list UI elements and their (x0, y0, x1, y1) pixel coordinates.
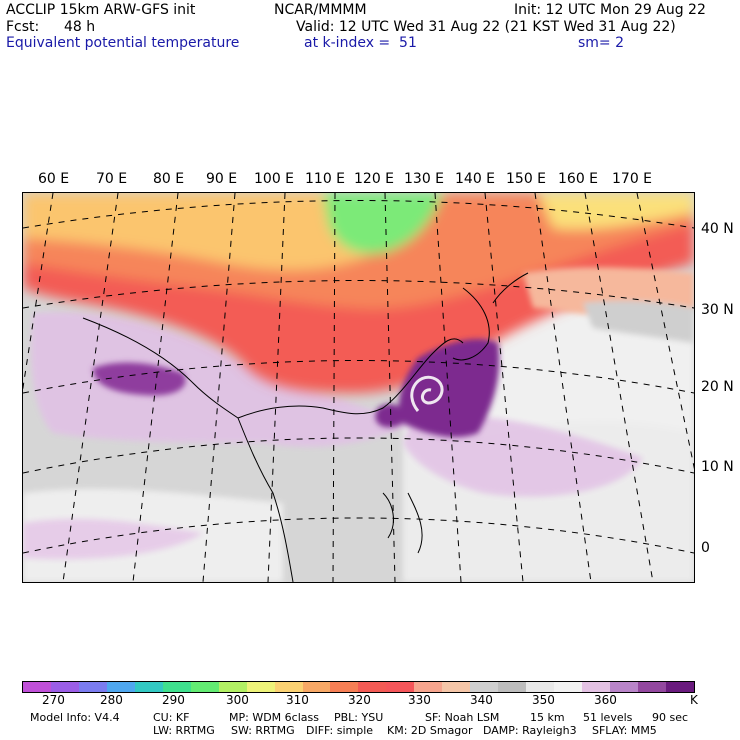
color-swatch (414, 682, 443, 692)
color-swatch (554, 682, 583, 692)
color-swatch (246, 682, 275, 692)
organization-label: NCAR/MMMM (274, 2, 367, 18)
scale-tick-label: 320 (348, 693, 371, 707)
lat-label: 20 N (701, 379, 734, 395)
model-info-cumulus: CU: KF (153, 711, 190, 724)
taiwan-core-region (375, 403, 404, 428)
model-info-levels: 51 levels (583, 711, 633, 724)
color-swatch (526, 682, 555, 692)
south-asia-moist-region (31, 312, 414, 447)
color-scale-bar (22, 681, 695, 693)
low-theta-e-region (323, 193, 443, 254)
coastlines (82, 272, 529, 582)
lat-label: 0 (701, 540, 710, 556)
color-swatch (274, 682, 303, 692)
model-title: ACCLIP 15km ARW-GFS init (6, 2, 196, 18)
model-info-surface: SF: Noah LSM (425, 711, 500, 724)
lon-label: 110 E (305, 171, 346, 187)
model-info-longwave: LW: RRTMG (153, 724, 215, 737)
color-swatch (190, 682, 219, 692)
typhoon-spiral (410, 375, 444, 412)
model-info-damping: DAMP: Rayleigh3 (483, 724, 577, 737)
color-swatch (498, 682, 527, 692)
scale-tick-label: 300 (226, 693, 249, 707)
model-info-shortwave: SW: RRTMG (231, 724, 295, 737)
bay-of-bengal-core (93, 362, 186, 396)
graticule (23, 193, 694, 582)
lon-label: 80 E (153, 171, 185, 187)
color-swatch (78, 682, 107, 692)
color-swatch (358, 682, 387, 692)
color-swatch (218, 682, 247, 692)
scale-tick-label: 270 (42, 693, 65, 707)
color-swatch (610, 682, 638, 692)
model-info-diffusion: DIFF: simple (306, 724, 374, 737)
lon-label: 170 E (612, 171, 653, 187)
lon-label: 160 E (558, 171, 599, 187)
forecast-hour: 48 h (64, 19, 96, 35)
color-swatch (470, 682, 499, 692)
color-swatch (50, 682, 79, 692)
lon-label: 100 E (254, 171, 295, 187)
scale-tick-label: 330 (408, 693, 431, 707)
lon-label: 90 E (206, 171, 238, 187)
scale-unit-label: K (690, 693, 698, 707)
forecast-label: Fcst: (6, 19, 40, 35)
color-swatch (442, 682, 471, 692)
lat-label: 10 N (701, 459, 734, 475)
scale-tick-label: 310 (286, 693, 309, 707)
scale-tick-label: 360 (594, 693, 617, 707)
color-swatch (162, 682, 191, 692)
northeast-yellow-region (538, 193, 694, 230)
scale-tick-label: 290 (162, 693, 185, 707)
model-info-timestep: 90 sec (652, 711, 689, 724)
scale-tick-label: 340 (470, 693, 493, 707)
lat-label: 40 N (701, 221, 734, 237)
lat-label: 30 N (701, 302, 734, 318)
color-swatch (134, 682, 163, 692)
color-swatch (302, 682, 331, 692)
model-info-version: Model Info: V4.4 (30, 711, 120, 724)
lon-label: 120 E (354, 171, 395, 187)
lon-label: 140 E (455, 171, 496, 187)
scale-tick-label: 350 (532, 693, 555, 707)
model-info-resolution: 15 km (530, 711, 565, 724)
north-pacific-grey-region (583, 300, 694, 343)
valid-time: Valid: 12 UTC Wed 31 Aug 22 (21 KST Wed … (296, 19, 676, 35)
field-name: Equivalent potential temperature (6, 35, 240, 51)
scale-tick-label: 280 (100, 693, 123, 707)
model-info-surface-layer: SFLAY: MM5 (592, 724, 657, 737)
theta-e-map (22, 192, 695, 583)
color-swatch (330, 682, 359, 692)
smoothing-info: sm= 2 (578, 35, 625, 51)
color-swatch (23, 682, 51, 692)
color-swatch (106, 682, 135, 692)
model-info-microphysics: MP: WDM 6class (229, 711, 319, 724)
equatorial-moist-region (23, 518, 203, 560)
lon-label: 70 E (96, 171, 128, 187)
color-swatch (637, 682, 666, 692)
lon-label: 60 E (38, 171, 70, 187)
init-time: Init: 12 UTC Mon 29 Aug 22 (514, 2, 706, 18)
model-info-km: KM: 2D Smagor (387, 724, 473, 737)
color-swatch (582, 682, 611, 692)
level-info: at k-index = 51 (304, 35, 417, 51)
west-pacific-neutral-region (453, 301, 694, 443)
color-swatch (665, 682, 694, 692)
color-swatch (386, 682, 415, 692)
lon-label: 130 E (404, 171, 445, 187)
model-info-pbl: PBL: YSU (334, 711, 384, 724)
lon-label: 150 E (506, 171, 547, 187)
